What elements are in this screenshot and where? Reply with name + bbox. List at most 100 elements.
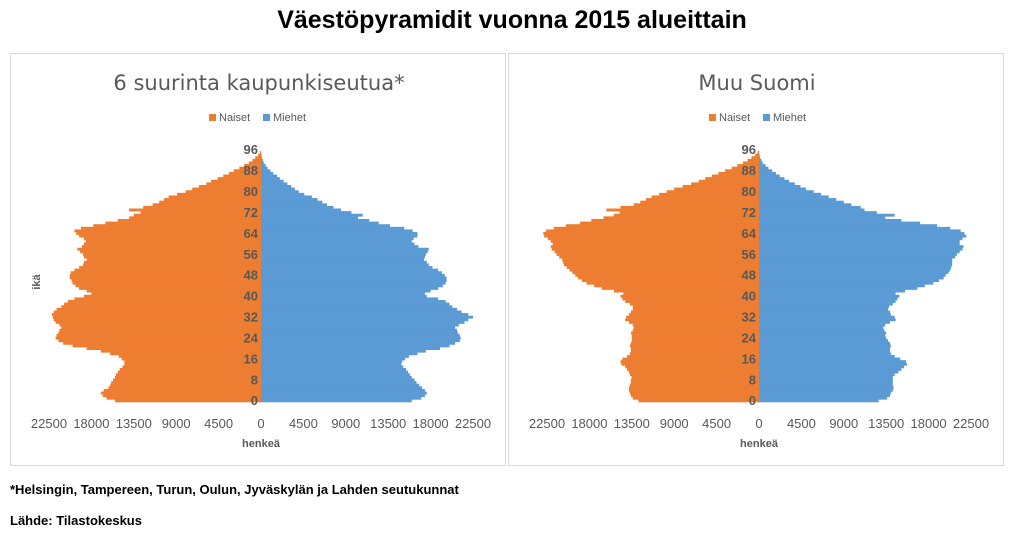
bar-naiset-age-90: [244, 164, 261, 167]
bar-miehet-age-13: [759, 365, 905, 369]
bar-naiset-age-3: [629, 391, 759, 395]
x-axis-label: henkeä: [740, 438, 779, 450]
bar-miehet-age-5: [759, 386, 894, 390]
x-tick-label-7: 9000: [829, 416, 858, 431]
bar-naiset-age-78: [651, 195, 759, 199]
bar-miehet-age-78: [759, 195, 829, 199]
x-tick-labels: 22500 18000 13500 9000 4500 0 4500 9000 13500 180…: [31, 416, 491, 431]
bar-naiset-age-36: [632, 305, 759, 309]
bar-miehet-age-3: [261, 391, 427, 395]
bar-miehet-age-57: [261, 250, 428, 254]
bar-miehet-age-54: [261, 258, 424, 262]
bar-naiset-age-27: [59, 328, 261, 332]
bar-naiset-age-19: [100, 349, 261, 353]
bar-naiset-age-18: [110, 352, 262, 356]
bar-miehet-age-61: [759, 239, 960, 243]
bar-miehet-age-11: [759, 370, 899, 374]
bar-naiset-age-9: [114, 375, 262, 379]
bar-miehet-age-9: [261, 375, 412, 379]
bar-miehet-age-74: [261, 205, 334, 209]
bar-naiset-age-44: [594, 284, 759, 288]
bar-miehet-age-37: [759, 302, 893, 306]
bar-naiset-age-29: [632, 323, 759, 327]
bar-miehet-age-65: [759, 229, 961, 233]
bar-naiset-age-53: [563, 260, 759, 264]
bar-naiset-age-47: [69, 276, 261, 280]
bar-naiset-age-34: [630, 310, 759, 314]
bar-miehet-age-43: [261, 286, 439, 290]
bar-miehet-age-10: [261, 373, 410, 377]
legend-swatch-miehet: [263, 114, 270, 121]
bar-miehet-age-77: [261, 198, 318, 201]
bar-naiset-age-15: [620, 360, 759, 364]
bar-naiset-age-22: [630, 341, 759, 345]
bar-miehet-age-48: [261, 273, 445, 277]
bar-naiset-age-62: [83, 237, 261, 241]
bar-miehet-age-87: [261, 171, 274, 175]
bar-naiset-age-60: [552, 242, 759, 246]
y-tick-label-56: 56: [244, 247, 258, 262]
bar-naiset-age-84: [211, 179, 261, 183]
bar-miehet-age-72: [759, 211, 877, 215]
bar-miehet-age-70: [261, 216, 359, 220]
bar-naiset-age-52: [82, 263, 261, 267]
bar-miehet-age-49: [261, 271, 442, 275]
bar-miehet-age-18: [759, 352, 891, 356]
bar-miehet-age-80: [759, 190, 814, 194]
bar-naiset-age-34: [53, 310, 262, 314]
bar-miehet-age-64: [261, 232, 418, 235]
bar-miehet-age-62: [261, 237, 414, 241]
bar-naiset-age-12: [627, 368, 759, 371]
bar-naiset-age-63: [544, 234, 759, 238]
x-tick-labels: 22500 18000 13500 9000 4500 0 4500 9000 13500 180…: [529, 416, 989, 431]
bar-miehet-age-41: [261, 292, 425, 296]
bar-miehet-age-6: [759, 383, 893, 387]
bar-miehet-age-80: [261, 190, 299, 194]
bar-naiset-age-35: [632, 307, 759, 311]
bar-miehet-age-5: [261, 386, 423, 390]
bar-naiset-age-75: [152, 203, 261, 207]
bar-naiset-age-87: [228, 171, 261, 175]
y-tick-label-96: 96: [244, 142, 258, 157]
bar-miehet-age-59: [759, 245, 964, 249]
bar-naiset-age-11: [628, 370, 759, 374]
bar-naiset-age-86: [223, 174, 261, 178]
bar-miehet-age-16: [261, 357, 406, 361]
bar-naiset-age-91: [742, 161, 759, 165]
x-tick-label-7: 9000: [331, 416, 360, 431]
bar-naiset-age-90: [737, 164, 759, 167]
bar-miehet-age-67: [261, 224, 391, 228]
bar-naiset-age-14: [124, 362, 261, 366]
bar-naiset-age-48: [69, 273, 261, 277]
bar-naiset-age-44: [75, 284, 261, 288]
x-tick-label-9: 18000: [413, 416, 449, 431]
bar-naiset-age-49: [572, 271, 759, 275]
bar-miehet-age-83: [261, 182, 288, 186]
bar-naiset-age-89: [239, 166, 261, 170]
bar-miehet-age-15: [759, 360, 906, 364]
bar-miehet-age-93: [261, 156, 262, 160]
bar-miehet-age-89: [759, 166, 769, 170]
bar-miehet-age-90: [759, 164, 766, 167]
bar-miehet-age-45: [261, 281, 446, 285]
bar-miehet-age-37: [261, 302, 450, 306]
bar-miehet-age-17: [759, 354, 895, 358]
bar-miehet-age-13: [261, 365, 404, 369]
bar-miehet-age-75: [759, 203, 852, 207]
bar-miehet-age-10: [759, 373, 895, 377]
x-tick-label-0: 22500: [31, 416, 67, 431]
bar-naiset-age-74: [143, 205, 261, 209]
bar-miehet-age-84: [261, 179, 284, 183]
bar-miehet-age-42: [261, 289, 431, 293]
bar-miehet-age-28: [261, 326, 456, 330]
bar-naiset-age-0: [114, 399, 262, 403]
bar-naiset-age-89: [731, 166, 759, 170]
bar-naiset-age-74: [620, 205, 759, 209]
bar-miehet-age-41: [759, 292, 896, 296]
bar-naiset-age-80: [185, 190, 261, 194]
bar-naiset-age-46: [581, 279, 759, 283]
bar-naiset-age-32: [626, 315, 759, 319]
bar-miehet-age-50: [261, 268, 439, 272]
y-tick-label-0: 0: [251, 393, 258, 408]
bar-miehet-age-50: [759, 268, 951, 272]
